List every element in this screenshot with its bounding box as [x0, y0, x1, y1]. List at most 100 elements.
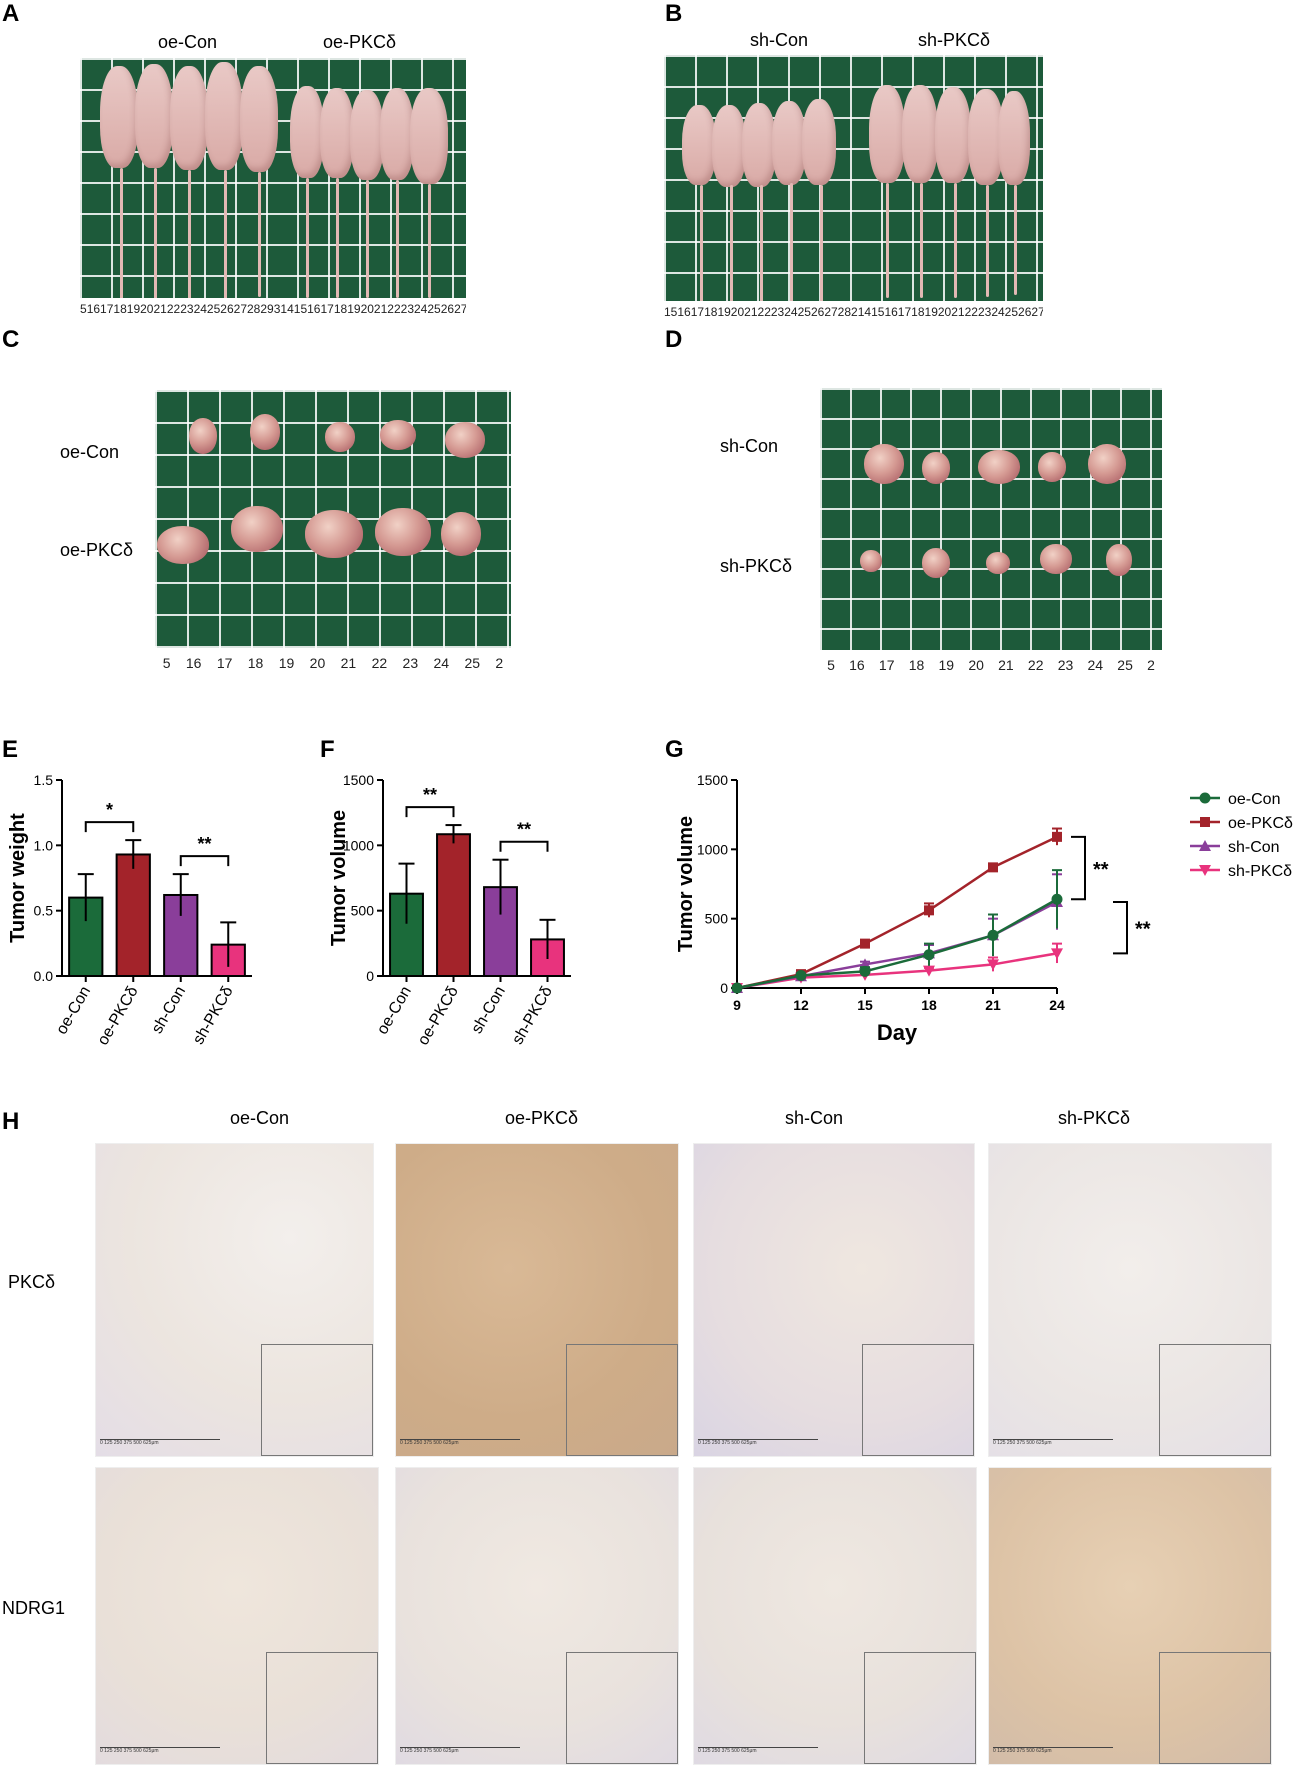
significance-label: **: [1093, 859, 1109, 881]
y-tick-label: 1500: [697, 772, 728, 788]
significance-label: *: [106, 800, 113, 820]
legend-marker: [1199, 792, 1211, 804]
y-tick-label: 1.0: [34, 837, 54, 853]
panel-letter-h: H: [2, 1108, 20, 1135]
significance-label: **: [1135, 919, 1151, 941]
significance-bracket: [405, 806, 455, 818]
significance-label: **: [517, 820, 531, 840]
y-axis-label: Tumor volume: [675, 816, 697, 952]
label-oe-con: oe-Con: [158, 32, 218, 52]
ihc-ndrg1-sh-con: 0 125 250 375 500 625μm: [693, 1467, 977, 1765]
chart-g: 0 500 1000 1500 9 12 15 18 21 24 Day Tumor volume **…: [675, 772, 1293, 1045]
y-tick-label: 1000: [697, 841, 728, 857]
x-tick-label: sh-PKCδ: [190, 983, 237, 1047]
ihc-pkcd-oe-pkcd: 0 125 250 375 500 625μm: [395, 1143, 679, 1457]
x-tick-label: 21: [985, 997, 1001, 1013]
label-oe-pkcd: oe-PKCδ: [323, 32, 397, 52]
ruler: 5 16 17 18 19 20 21 22 23 24 25 26 27 28 29 3 14 15 16 17 18…: [80, 298, 466, 320]
data-point: [731, 982, 743, 994]
panel-letter-b: B: [665, 0, 683, 27]
x-tick-label: sh-PKCδ: [509, 983, 556, 1047]
significance-bracket: [499, 840, 549, 852]
y-tick-label: 0.0: [34, 968, 54, 984]
panel-letter-e: E: [2, 736, 19, 763]
y-tick-label: 500: [351, 903, 375, 919]
data-point: [923, 965, 935, 977]
x-tick-label: oe-Con: [374, 984, 415, 1038]
data-point: [988, 862, 998, 873]
data-point: [795, 970, 807, 982]
data-point: [987, 959, 999, 971]
bar: [115, 853, 151, 977]
y-tick-label: 1.5: [34, 772, 54, 788]
legend-label: sh-Con: [1228, 839, 1280, 856]
legend-marker: [1200, 817, 1210, 827]
data-point: [1051, 948, 1063, 960]
data-point: [1051, 893, 1063, 905]
y-tick-label: 0: [366, 968, 374, 984]
panel-letter-f: F: [320, 736, 335, 763]
ihc-ndrg1-oe-pkcd: 0 125 250 375 500 625μm: [395, 1467, 679, 1765]
x-tick-label: oe-PKCδ: [95, 983, 142, 1048]
ruler: 15 16 17 18 19 20 21 22 23 24 25 26 27 28 2 14 15 16 17 18 1…: [664, 301, 1043, 323]
significance-bracket: [179, 855, 230, 867]
significance-bracket: [1113, 901, 1128, 955]
series-line: [736, 835, 1058, 990]
row-label-pkcd: PKCδ: [8, 1272, 56, 1292]
label-sh-pkcd: sh-PKCδ: [918, 30, 991, 50]
col-label-oe-pkcd: oe-PKCδ: [505, 1108, 579, 1128]
x-axis-label: Day: [877, 1020, 918, 1045]
y-tick-label: 0.5: [34, 903, 54, 919]
significance-label: **: [197, 834, 211, 854]
bar: [436, 833, 471, 977]
ihc-ndrg1-oe-con: 0 125 250 375 500 625μm: [95, 1467, 379, 1765]
significance-bracket: [1071, 835, 1086, 901]
ruler: 5 16 17 18 19 20 21 22 23 24 25 2: [155, 648, 511, 678]
mice-photo-b: 15 16 17 18 19 20 21 22 23 24 25 26 27 28 2 14 15 16 17 18 1…: [664, 55, 1043, 323]
data-point: [859, 965, 871, 977]
row-label-oe-con: oe-Con: [60, 442, 120, 462]
panel-letter-c: C: [2, 326, 20, 353]
legend-marker: [1199, 865, 1211, 876]
col-label-sh-con: sh-Con: [785, 1108, 844, 1128]
panel-letter-g: G: [665, 736, 684, 763]
ihc-pkcd-sh-pkcd: 0 125 250 375 500 625μm: [988, 1143, 1272, 1457]
series-line: [736, 898, 1058, 990]
data-point: [923, 949, 935, 961]
data-point: [987, 929, 999, 941]
panel-letter-d: D: [665, 326, 683, 353]
row-label-sh-pkcd: sh-PKCδ: [720, 556, 793, 576]
legend-marker: [1199, 840, 1211, 851]
data-point: [924, 905, 934, 916]
x-tick-label: 9: [733, 997, 741, 1013]
panel-letter-a: A: [2, 0, 20, 27]
col-label-oe-con: oe-Con: [230, 1108, 290, 1128]
x-tick-label: oe-PKCδ: [415, 983, 462, 1048]
series-line: [736, 900, 1058, 990]
row-label-oe-pkcd: oe-PKCδ: [60, 540, 134, 560]
legend-label: oe-PKCδ: [1228, 815, 1293, 832]
significance-bracket: [84, 821, 135, 833]
y-axis-label: Tumor volume: [328, 810, 350, 946]
tumor-photo-d: 5 16 17 18 19 20 21 22 23 24 25 2: [820, 388, 1162, 680]
bar: [163, 893, 199, 977]
y-tick-label: 500: [705, 911, 729, 927]
x-tick-label: sh-Con: [468, 984, 509, 1037]
ihc-ndrg1-sh-pkcd: 0 125 250 375 500 625μm: [988, 1467, 1272, 1765]
legend-label: oe-Con: [1228, 791, 1280, 808]
significance-label: **: [423, 785, 437, 805]
data-point: [860, 938, 870, 949]
mice-photo-a: 5 16 17 18 19 20 21 22 23 24 25 26 27 28 29 3 14 15 16 17 18…: [80, 58, 466, 320]
x-tick-label: oe-Con: [53, 984, 94, 1038]
ihc-pkcd-oe-con: 0 125 250 375 500 625μm: [95, 1143, 374, 1457]
ihc-pkcd-sh-con: 0 125 250 375 500 625μm: [693, 1143, 975, 1457]
x-tick-label: 15: [857, 997, 873, 1013]
tumor-photo-c: 5 16 17 18 19 20 21 22 23 24 25 2: [155, 390, 511, 678]
y-tick-label: 1500: [343, 772, 374, 788]
x-tick-label: 12: [793, 997, 809, 1013]
data-point: [1052, 831, 1062, 842]
x-tick-label: sh-Con: [149, 984, 190, 1037]
y-axis-label: Tumor weight: [7, 813, 29, 943]
